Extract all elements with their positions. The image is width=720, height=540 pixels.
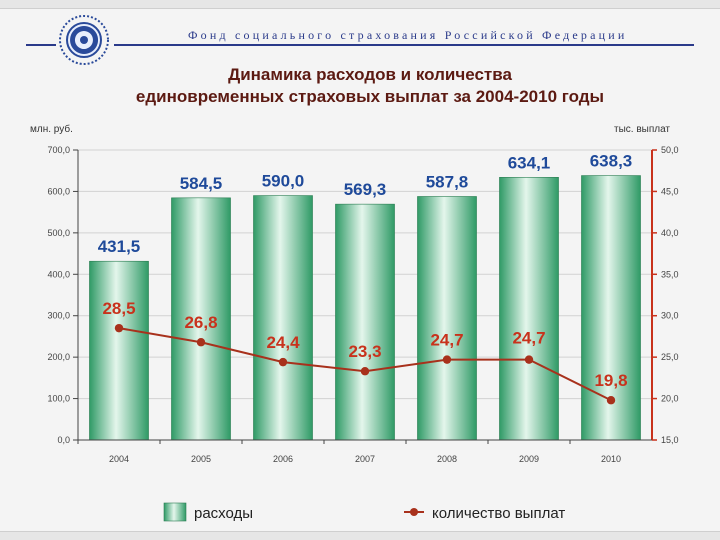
left-axis-label: млн. руб. [30, 124, 73, 135]
bar-value-label: 569,3 [344, 180, 387, 199]
line-layer [114, 323, 616, 405]
line-point [606, 396, 616, 405]
bar-value-label: 638,3 [590, 152, 633, 171]
chart-title-line1: Динамика расходов и количества [228, 65, 512, 84]
bottom-frame [0, 531, 720, 540]
line-point [524, 355, 534, 364]
x-tick-label: 2010 [601, 454, 621, 464]
x-tick-label: 2008 [437, 454, 457, 464]
bar-value-label: 587,8 [426, 172, 469, 191]
x-tick-label: 2005 [191, 454, 211, 464]
left-tick-label: 500,0 [47, 228, 70, 238]
left-tick-label: 200,0 [47, 352, 70, 362]
line-point [196, 338, 206, 347]
bar-value-label: 431,5 [98, 237, 141, 256]
labels-layer: 431,5 584,5 590,0 569,3 587,8 634,1 638,3 28,5 2… [98, 152, 633, 522]
right-tick-label: 20,0 [661, 394, 679, 404]
fss-emblem-icon [59, 15, 109, 65]
left-tick-label: 700,0 [47, 145, 70, 155]
bar-value-label: 634,1 [508, 153, 551, 172]
left-tick-label: 600,0 [47, 186, 70, 196]
line-value-label: 23,3 [348, 342, 381, 361]
legend-label-bars: расходы [194, 505, 254, 522]
bar [417, 196, 477, 441]
legend-swatch-bars [163, 502, 187, 522]
legend-label-line: количество выплат [432, 505, 566, 522]
left-tick-label: 100,0 [47, 394, 70, 404]
right-tick-label: 35,0 [661, 269, 679, 279]
line-value-label: 24,7 [430, 331, 463, 350]
line-point [442, 355, 452, 364]
axes-layer: 0,0 100,0 200,0 300,0 400,0 500,0 600,0 700,0 15… [47, 145, 678, 464]
top-frame [0, 0, 720, 9]
right-tick-label: 25,0 [661, 352, 679, 362]
bar [253, 195, 313, 441]
left-tick-label: 300,0 [47, 311, 70, 321]
line-point [114, 323, 124, 333]
bar [581, 175, 641, 441]
line-value-label: 24,7 [512, 329, 545, 348]
right-tick-label: 45,0 [661, 186, 679, 196]
x-tick-label: 2007 [355, 454, 375, 464]
x-tick-label: 2009 [519, 454, 539, 464]
chart-title-line2: единовременных страховых выплат за 2004-… [135, 87, 605, 106]
line-value-label: 26,8 [184, 313, 217, 332]
right-tick-label: 30,0 [661, 311, 679, 321]
bar [499, 177, 559, 441]
line-point [360, 367, 370, 376]
left-tick-label: 400,0 [47, 269, 70, 279]
bars-layer [89, 175, 641, 441]
header-rule-left [26, 44, 56, 46]
x-tick-label: 2006 [273, 454, 293, 464]
line-value-label: 19,8 [594, 371, 627, 390]
left-tick-label: 0,0 [57, 435, 70, 445]
bar-value-label: 590,0 [262, 172, 305, 191]
chart-title: Динамика расходов и количества единоврем… [100, 64, 640, 108]
line-value-label: 24,4 [266, 333, 300, 352]
header-rule-right [114, 44, 694, 46]
bar [89, 260, 149, 441]
right-tick-label: 50,0 [661, 145, 679, 155]
line-point [278, 357, 288, 367]
right-tick-label: 15,0 [661, 435, 679, 445]
bar-value-label: 584,5 [180, 174, 223, 193]
org-title: Фонд социального страхования Российской … [188, 28, 628, 42]
line-value-label: 28,5 [102, 299, 135, 318]
bar [171, 197, 231, 441]
bar [335, 203, 395, 441]
x-tick-label: 2004 [109, 454, 129, 464]
right-tick-label: 40,0 [661, 228, 679, 238]
right-axis-label: тыс. выплат [614, 124, 670, 135]
legend-swatch-marker [410, 508, 418, 516]
